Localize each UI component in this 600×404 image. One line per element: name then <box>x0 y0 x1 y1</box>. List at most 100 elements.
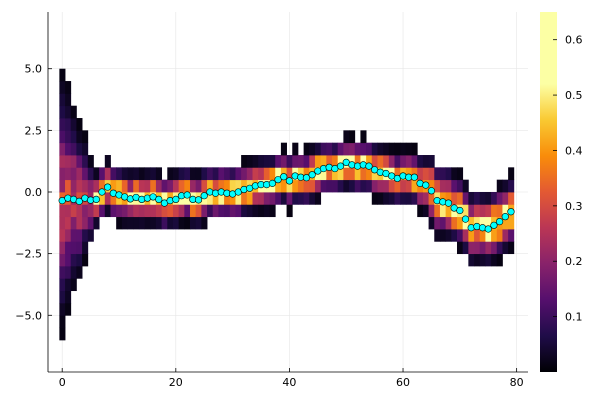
data-point <box>285 177 294 185</box>
heatmap-cell <box>309 192 316 205</box>
heatmap-cell <box>309 179 316 193</box>
heatmap-cell <box>70 142 77 156</box>
heatmap-cell <box>462 216 469 230</box>
heatmap-cell <box>417 192 424 205</box>
heatmap-cell <box>76 253 83 267</box>
heatmap-cell <box>167 216 174 230</box>
heatmap-cell <box>485 228 492 242</box>
heatmap-cell <box>258 192 265 205</box>
heatmap-cell <box>502 204 509 218</box>
heatmap-cell <box>354 142 361 156</box>
heatmap-cell <box>70 253 77 267</box>
heatmap-cell <box>451 216 458 230</box>
heatmap-cell <box>422 167 429 181</box>
heatmap-cell <box>258 204 265 218</box>
heatmap-cell <box>138 216 145 230</box>
heatmap-cell <box>445 204 452 218</box>
heatmap-cell <box>337 167 344 181</box>
heatmap-cell <box>445 192 452 205</box>
heatmap-cell <box>70 105 77 119</box>
data-point <box>365 162 373 170</box>
heatmap-cell <box>252 167 259 181</box>
heatmap-cell <box>241 204 248 218</box>
heatmap-cell <box>144 204 151 218</box>
heatmap-cell <box>59 241 66 255</box>
heatmap-cell <box>508 216 515 230</box>
heatmap-cell <box>82 130 89 144</box>
heatmap-cell <box>479 253 486 267</box>
heatmap-cell <box>70 241 77 255</box>
heatmap-cell <box>258 155 265 168</box>
heatmap-cell <box>354 167 361 181</box>
heatmap-cell <box>411 142 418 156</box>
heatmap-cell <box>104 167 111 181</box>
heatmap-cell <box>360 179 367 193</box>
heatmap-cell <box>184 204 191 218</box>
heatmap-cell <box>275 179 282 193</box>
heatmap-cell <box>332 142 339 156</box>
heatmap-cell <box>190 179 197 193</box>
heatmap-cell <box>439 204 447 218</box>
heatmap-cell <box>178 204 185 218</box>
heatmap-cell <box>70 204 77 218</box>
heatmap-cell <box>195 204 202 218</box>
heatmap-cell <box>332 179 339 193</box>
heatmap-cell <box>434 216 441 230</box>
heatmap-cell <box>502 179 509 193</box>
heatmap-cell <box>349 179 356 193</box>
heatmap-cell <box>59 93 66 107</box>
heatmap-cell <box>491 253 498 267</box>
heatmap-cell <box>326 179 333 193</box>
data-point <box>183 191 191 199</box>
heatmap-cell <box>59 228 66 242</box>
heatmap-cell <box>59 118 66 131</box>
heatmap-cell <box>121 167 128 181</box>
heatmap-cell <box>428 155 435 168</box>
heatmap-cell <box>82 142 89 156</box>
heatmap-cell <box>172 204 180 218</box>
heatmap-cell <box>303 167 310 181</box>
heatmap-cell <box>184 167 191 181</box>
heatmap-cell <box>474 241 481 255</box>
heatmap-cell <box>343 130 350 144</box>
y-tick-label: −2.5 <box>15 248 42 261</box>
data-point <box>422 181 430 189</box>
heatmap-cell <box>218 192 225 205</box>
data-point <box>200 192 208 200</box>
heatmap-cell <box>349 142 356 156</box>
heatmap-cell <box>445 167 452 181</box>
heatmap-cell <box>87 228 94 242</box>
heatmap-cell <box>439 228 447 242</box>
heatmap-cell <box>76 118 83 131</box>
heatmap-cell <box>263 155 270 168</box>
heatmap-cell <box>59 216 66 230</box>
heatmap-cell <box>59 130 66 144</box>
heatmap-cell <box>65 228 72 242</box>
heatmap-cell <box>93 204 100 218</box>
heatmap-cell <box>76 167 83 181</box>
heatmap-cell <box>462 228 469 242</box>
heatmap-cell <box>360 142 367 156</box>
heatmap-cell <box>82 179 89 193</box>
heatmap-cell <box>456 228 464 242</box>
heatmap-cell <box>400 155 407 168</box>
heatmap-cell <box>269 204 276 218</box>
heatmap-cell <box>76 142 83 156</box>
heatmap-cell <box>235 167 242 181</box>
heatmap-cell <box>65 216 72 230</box>
heatmap-cell <box>207 192 214 205</box>
heatmap-cell <box>462 192 469 205</box>
heatmap-cell <box>371 142 378 156</box>
heatmap-cell <box>275 167 282 181</box>
heatmap-cell <box>377 142 384 156</box>
heatmap-cell <box>366 155 373 168</box>
heatmap-cell <box>70 155 77 168</box>
heatmap-cell <box>70 179 77 193</box>
data-point <box>336 162 345 170</box>
grid-lines <box>48 12 528 372</box>
heatmap-cell <box>479 241 486 255</box>
heatmap-cell <box>172 179 180 193</box>
heatmap-cell <box>468 192 475 205</box>
heatmap-cell <box>144 216 151 230</box>
data-point <box>155 195 163 203</box>
